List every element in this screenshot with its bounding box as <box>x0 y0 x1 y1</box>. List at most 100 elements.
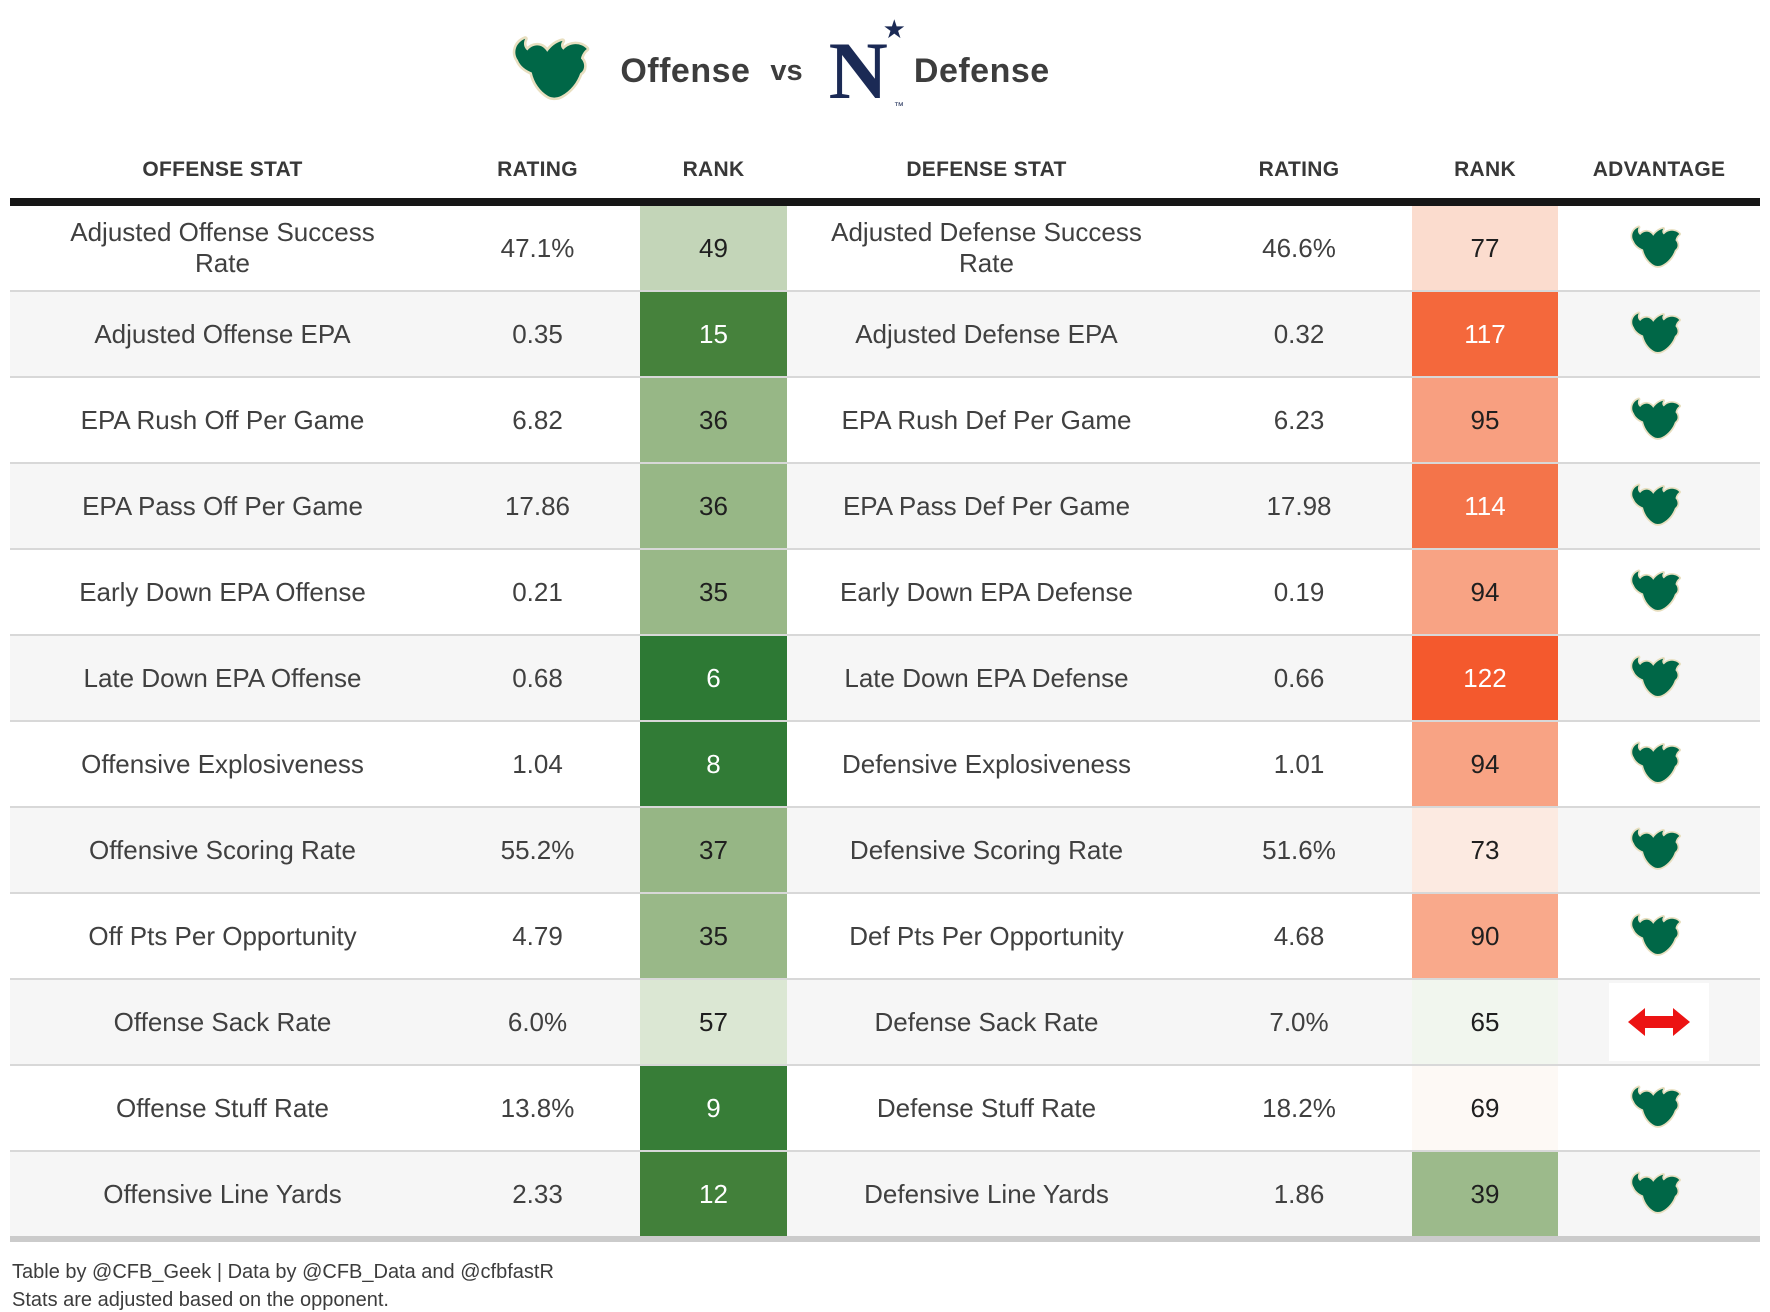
table-row: Adjusted Offense Success Rate 47.1% 49 A… <box>10 202 1760 291</box>
offense-title-label: Offense <box>620 51 751 90</box>
offense-stat-name: Offense Stuff Rate <box>10 1064 435 1151</box>
defense-rating-value: 0.19 <box>1186 548 1412 635</box>
advantage-cell <box>1558 1150 1760 1239</box>
defense-rating-value: 17.98 <box>1186 462 1412 549</box>
defense-rank-value: 65 <box>1412 978 1558 1065</box>
col-header-offense-stat: OFFENSE STAT <box>10 142 435 206</box>
col-header-defense-rank: RANK <box>1412 142 1558 206</box>
offense-stat-name: Offensive Line Yards <box>10 1150 435 1239</box>
offense-rating-value: 0.21 <box>435 548 640 635</box>
advantage-cell <box>1558 1064 1760 1151</box>
usf-bull-logo <box>512 32 600 110</box>
advantage-cell <box>1558 548 1760 635</box>
table-row: Late Down EPA Offense 0.68 6 Late Down E… <box>10 634 1760 721</box>
vs-label: vs <box>770 54 803 87</box>
offense-rating-value: 6.0% <box>435 978 640 1065</box>
defense-rating-value: 1.86 <box>1186 1150 1412 1239</box>
defense-rating-value: 18.2% <box>1186 1064 1412 1151</box>
navy-n-logo: N ★ ™ <box>829 14 906 112</box>
defense-stat-name: Adjusted Defense Success Rate <box>831 217 1142 278</box>
usf-bull-icon <box>1630 569 1688 612</box>
defense-stat-name: Late Down EPA Defense <box>787 634 1186 721</box>
usf-bull-icon <box>1630 1171 1688 1214</box>
stats-table: OFFENSE STAT RATING RANK DEFENSE STAT RA… <box>10 142 1760 1242</box>
advantage-cell <box>1558 290 1760 377</box>
offense-rating-value: 2.33 <box>435 1150 640 1239</box>
defense-rank-value: 114 <box>1412 462 1558 549</box>
table-row: Offense Stuff Rate 13.8% 9 Defense Stuff… <box>10 1064 1760 1151</box>
defense-stat-name: Defense Sack Rate <box>787 978 1186 1065</box>
advantage-cell <box>1558 806 1760 893</box>
defense-rank-value: 94 <box>1412 720 1558 807</box>
usf-bull-icon <box>1630 311 1688 354</box>
defense-rating-value: 0.32 <box>1186 290 1412 377</box>
table-row: Offensive Line Yards 2.33 12 Defensive L… <box>10 1150 1760 1239</box>
table-row: EPA Pass Off Per Game 17.86 36 EPA Pass … <box>10 462 1760 549</box>
offense-rank-value: 9 <box>640 1064 787 1151</box>
usf-bull-icon <box>1630 483 1688 526</box>
offense-rank-value: 8 <box>640 720 787 807</box>
offense-rating-value: 1.04 <box>435 720 640 807</box>
offense-stat-name: EPA Rush Off Per Game <box>10 376 435 463</box>
stats-table-wrap: OFFENSE STAT RATING RANK DEFENSE STAT RA… <box>0 142 1770 1242</box>
defense-rating-value: 51.6% <box>1186 806 1412 893</box>
offense-stat-name: Offense Sack Rate <box>10 978 435 1065</box>
defense-stat-name: Defensive Explosiveness <box>787 720 1186 807</box>
defense-stat-name: EPA Pass Def Per Game <box>787 462 1186 549</box>
col-header-offense-rating: RATING <box>435 142 640 206</box>
advantage-cell <box>1558 978 1760 1065</box>
adjustment-note: Stats are adjusted based on the opponent… <box>12 1289 389 1311</box>
defense-stat-name: Def Pts Per Opportunity <box>787 892 1186 979</box>
advantage-cell <box>1558 720 1760 807</box>
offense-rank-value: 15 <box>640 290 787 377</box>
offense-rank-value: 6 <box>640 634 787 721</box>
advantage-cell <box>1558 376 1760 463</box>
usf-bull-icon <box>1630 1085 1688 1128</box>
offense-rank-value: 36 <box>640 462 787 549</box>
offense-rating-value: 17.86 <box>435 462 640 549</box>
push-arrow-icon <box>1609 983 1709 1061</box>
offense-rank-value: 12 <box>640 1150 787 1239</box>
offense-rank-value: 35 <box>640 892 787 979</box>
table-row: Offense Sack Rate 6.0% 57 Defense Sack R… <box>10 978 1760 1065</box>
offense-rating-value: 13.8% <box>435 1064 640 1151</box>
defense-rank-value: 69 <box>1412 1064 1558 1151</box>
table-row: Adjusted Offense EPA 0.35 15 Adjusted De… <box>10 290 1760 377</box>
advantage-cell <box>1558 892 1760 979</box>
usf-bull-icon <box>1630 913 1688 956</box>
offense-stat-name: Late Down EPA Offense <box>10 634 435 721</box>
offense-rank-value: 37 <box>640 806 787 893</box>
offense-stat-name: Adjusted Offense Success Rate <box>70 217 375 278</box>
defense-stat-name: Defense Stuff Rate <box>787 1064 1186 1151</box>
defense-rank-value: 77 <box>1412 202 1558 291</box>
usf-bull-icon <box>1630 397 1688 440</box>
table-body: Adjusted Offense Success Rate 47.1% 49 A… <box>10 202 1760 1239</box>
usf-bull-icon <box>1630 655 1688 698</box>
offense-rating-value: 55.2% <box>435 806 640 893</box>
offense-rating-value: 6.82 <box>435 376 640 463</box>
offense-rank-value: 49 <box>640 202 787 291</box>
advantage-cell <box>1558 202 1760 291</box>
table-row: Offensive Scoring Rate 55.2% 37 Defensiv… <box>10 806 1760 893</box>
defense-rank-value: 95 <box>1412 376 1558 463</box>
defense-stat-name: EPA Rush Def Per Game <box>787 376 1186 463</box>
footer-notes: Table by @CFB_Geek | Data by @CFB_Data a… <box>12 1258 1770 1312</box>
offense-rating-value: 0.68 <box>435 634 640 721</box>
defense-rank-value: 94 <box>1412 548 1558 635</box>
navy-star-icon: ★ <box>882 14 906 45</box>
defense-rating-value: 4.68 <box>1186 892 1412 979</box>
defense-rating-value: 46.6% <box>1262 232 1336 263</box>
column-header-row: OFFENSE STAT RATING RANK DEFENSE STAT RA… <box>10 142 1760 206</box>
defense-stat-name: Early Down EPA Defense <box>787 548 1186 635</box>
table-row: Off Pts Per Opportunity 4.79 35 Def Pts … <box>10 892 1760 979</box>
usf-bull-icon <box>1630 741 1688 784</box>
offense-stat-name: Adjusted Offense EPA <box>10 290 435 377</box>
usf-bull-icon <box>1630 827 1688 870</box>
offense-rating-value: 47.1% <box>500 232 575 263</box>
defense-rank-value: 90 <box>1412 892 1558 979</box>
table-row: Offensive Explosiveness 1.04 8 Defensive… <box>10 720 1760 807</box>
defense-rating-value: 1.01 <box>1186 720 1412 807</box>
offense-stat-name: Off Pts Per Opportunity <box>10 892 435 979</box>
offense-stat-name: EPA Pass Off Per Game <box>10 462 435 549</box>
